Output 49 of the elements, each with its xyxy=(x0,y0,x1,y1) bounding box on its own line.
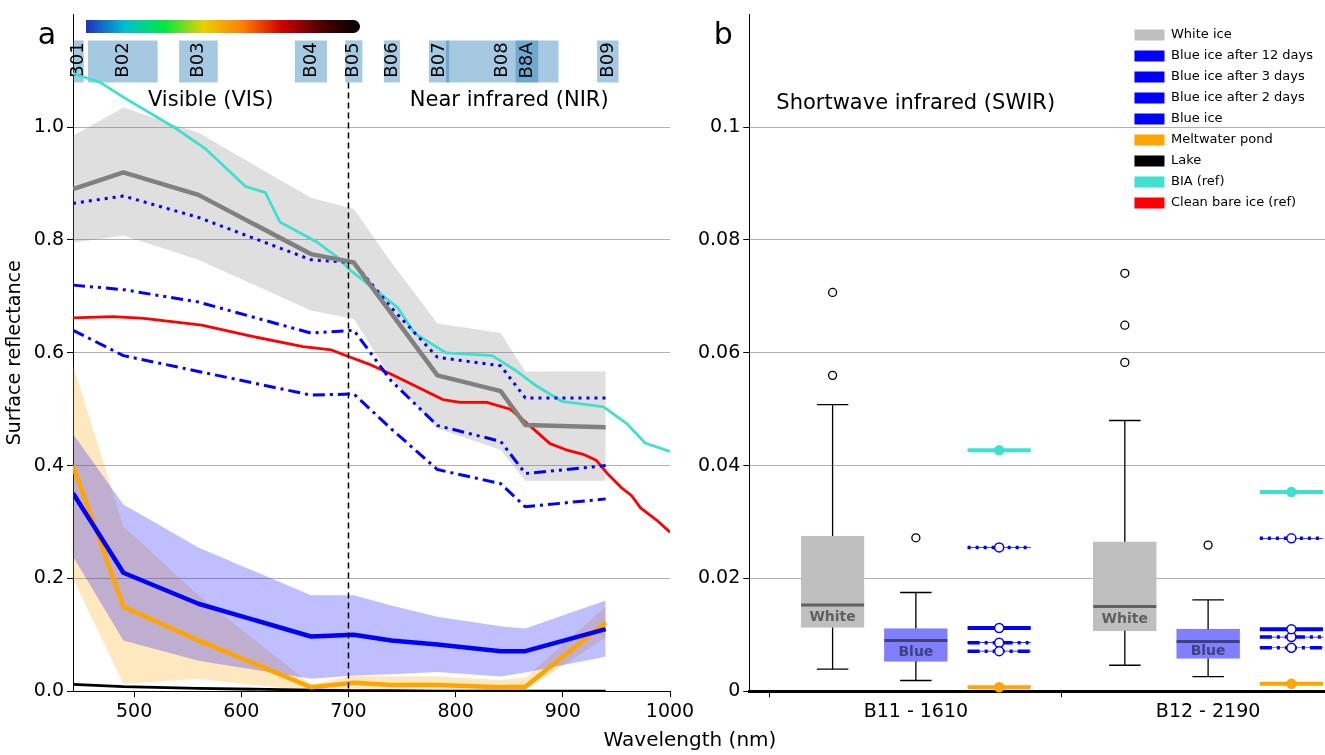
y-tick-label: 0.1 xyxy=(710,114,741,137)
x-tick-label: 500 xyxy=(115,698,153,721)
x-tick-label: 600 xyxy=(223,698,260,721)
band-label: B05 xyxy=(341,42,363,78)
legend-label: Blue ice xyxy=(1170,110,1223,126)
y-tick-label: 0.02 xyxy=(697,565,741,588)
annotation: White xyxy=(809,607,856,624)
x-tick-label: B12 - 2190 xyxy=(1155,698,1261,721)
band-label: B06 xyxy=(379,42,401,78)
legend-label: Clean bare ice (ref) xyxy=(1170,194,1297,210)
y-axis-title: Surface reflectance xyxy=(2,260,25,446)
y-tick-label: 1.0 xyxy=(33,114,65,137)
band-label: B04 xyxy=(298,42,320,78)
chart-title: a xyxy=(37,15,57,51)
legend-label: BIA (ref) xyxy=(1170,173,1225,189)
x-tick-label: 900 xyxy=(544,698,581,721)
legend-label: Blue ice after 12 days xyxy=(1170,47,1314,63)
band-label: B09 xyxy=(595,42,617,78)
y-tick-label: 0.4 xyxy=(33,452,65,475)
x-tick-label: 1000 xyxy=(645,698,695,721)
annotation: Blue xyxy=(898,642,934,659)
legend-label: White ice xyxy=(1170,26,1232,42)
x-axis-title: Wavelength (nm) xyxy=(602,727,778,751)
annotation: Near infrared (NIR) xyxy=(409,86,609,111)
y-tick-label: 0.06 xyxy=(697,339,741,362)
band-label: B03 xyxy=(186,42,208,78)
y-tick-label: 0 xyxy=(728,678,741,701)
y-tick-label: 0.8 xyxy=(33,226,65,249)
x-tick-label: 800 xyxy=(437,698,474,721)
annotation: White xyxy=(1101,610,1149,627)
band-label: B02 xyxy=(110,42,132,78)
y-tick-label: 0.6 xyxy=(33,339,65,362)
x-tick-label: 700 xyxy=(330,698,367,721)
annotation: Shortwave infrared (SWIR) xyxy=(776,89,1056,114)
chart-title: b xyxy=(713,15,733,51)
y-tick-label: 0.0 xyxy=(33,678,65,701)
y-tick-label: 0.08 xyxy=(697,226,741,249)
annotation: Blue xyxy=(1190,641,1226,658)
legend-label: Blue ice after 3 days xyxy=(1170,68,1305,84)
y-tick-label: 0.2 xyxy=(33,565,65,588)
annotation: Visible (VIS) xyxy=(147,86,274,111)
x-tick-label: B11 - 1610 xyxy=(863,698,969,721)
band-label: B07 xyxy=(426,42,448,78)
y-tick-label: 0.04 xyxy=(697,452,741,475)
band-label: B08 xyxy=(489,42,511,78)
legend-label: Meltwater pond xyxy=(1170,131,1273,147)
band-label: B8A xyxy=(514,41,536,79)
legend-label: Lake xyxy=(1170,152,1202,168)
legend-label: Blue ice after 2 days xyxy=(1170,89,1305,105)
